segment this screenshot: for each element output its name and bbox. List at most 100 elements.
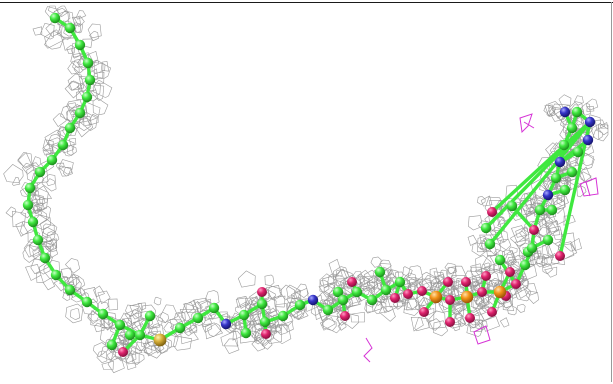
carbon-atom	[64, 22, 76, 34]
carbon-atom	[64, 122, 76, 134]
oxygen-atom	[555, 251, 565, 261]
bond-stick	[488, 120, 592, 246]
difference-mesh-fragment	[473, 325, 491, 345]
bond-stick	[510, 204, 536, 232]
carbon-atom	[366, 294, 378, 306]
carbon-atom	[50, 269, 62, 281]
carbon-atom	[506, 200, 518, 212]
carbon-atom	[572, 146, 584, 158]
oxygen-atom	[445, 317, 455, 327]
carbon-atom	[559, 184, 571, 196]
carbon-atom	[144, 310, 156, 322]
carbon-atom	[542, 234, 554, 246]
phosphorus-atom	[460, 290, 474, 304]
carbon-atom	[192, 312, 204, 324]
nitrogen-atom	[554, 156, 566, 168]
nitrogen-atom	[584, 116, 596, 128]
carbon-atom	[380, 284, 392, 296]
oxygen-atom	[390, 293, 400, 303]
carbon-atom	[84, 74, 96, 86]
carbon-atom	[519, 259, 531, 271]
carbon-atom	[546, 204, 558, 216]
oxygen-atom	[419, 307, 429, 317]
carbon-atom	[97, 308, 109, 320]
carbon-atom	[550, 172, 562, 184]
sulfur-atom	[153, 333, 167, 347]
bond-stick	[490, 120, 592, 214]
carbon-atom	[571, 106, 583, 118]
carbon-atom	[256, 298, 268, 310]
carbon-atom	[566, 122, 578, 134]
carbon-atom	[277, 310, 289, 322]
carbon-atom	[82, 57, 94, 69]
carbon-atom	[240, 327, 252, 339]
carbon-atom	[134, 329, 146, 341]
carbon-atom	[81, 296, 93, 308]
phosphorus-atom	[429, 290, 443, 304]
nitrogen-atom	[542, 189, 554, 201]
carbon-atom	[558, 139, 570, 151]
oxygen-atom	[347, 277, 357, 287]
carbon-atom	[22, 199, 34, 211]
oxygen-atom	[487, 307, 497, 317]
phosphorus-atom	[493, 285, 507, 299]
carbon-atom	[526, 242, 538, 254]
difference-mesh-fragment	[579, 177, 599, 197]
oxygen-atom	[403, 289, 413, 299]
oxygen-atom	[261, 329, 271, 339]
carbon-atom	[337, 294, 349, 306]
oxygen-atom	[465, 313, 475, 323]
carbon-atom	[238, 309, 250, 321]
nitrogen-atom	[307, 294, 319, 306]
carbon-atom	[174, 322, 186, 334]
oxygen-atom	[511, 279, 521, 289]
oxygen-atom	[477, 287, 487, 297]
carbon-atom	[46, 154, 58, 166]
atom-spheres	[22, 12, 596, 357]
oxygen-atom	[505, 267, 515, 277]
oxygen-atom	[461, 277, 471, 287]
carbon-atom	[484, 238, 496, 250]
oxygen-atom	[487, 207, 497, 217]
nitrogen-atom	[582, 134, 594, 146]
difference-density-mesh	[363, 113, 599, 363]
oxygen-atom	[417, 286, 427, 296]
oxygen-atom	[529, 225, 539, 235]
carbon-atom	[74, 107, 86, 119]
oxygen-atom	[443, 277, 453, 287]
carbon-atom	[74, 39, 86, 51]
carbon-atom	[64, 284, 76, 296]
difference-mesh-fragment	[519, 113, 535, 134]
carbon-atom	[34, 166, 46, 178]
frame-top-border	[0, 2, 613, 3]
oxygen-atom	[257, 287, 267, 297]
frame-right-border	[611, 2, 612, 382]
carbon-atom	[332, 286, 344, 298]
carbon-atom	[534, 204, 546, 216]
carbon-atom	[124, 329, 136, 341]
oxygen-atom	[118, 347, 128, 357]
carbon-atom	[351, 286, 363, 298]
carbon-atom	[32, 234, 44, 246]
carbon-atom	[394, 276, 406, 288]
carbon-atom	[57, 139, 69, 151]
carbon-atom	[294, 299, 306, 311]
difference-mesh-fragment	[363, 337, 373, 363]
carbon-atom	[480, 222, 492, 234]
carbon-atom	[81, 91, 93, 103]
nitrogen-atom	[220, 318, 232, 330]
carbon-atom	[322, 304, 334, 316]
carbon-atom	[114, 319, 126, 331]
carbon-atom	[566, 166, 578, 178]
nitrogen-atom	[559, 106, 571, 118]
carbon-atom	[106, 339, 118, 351]
carbon-atom	[39, 252, 51, 264]
carbon-atom	[24, 182, 36, 194]
oxygen-atom	[445, 295, 455, 305]
carbon-atom	[208, 302, 220, 314]
oxygen-atom	[481, 271, 491, 281]
oxygen-atom	[340, 311, 350, 321]
carbon-atom	[259, 316, 271, 328]
